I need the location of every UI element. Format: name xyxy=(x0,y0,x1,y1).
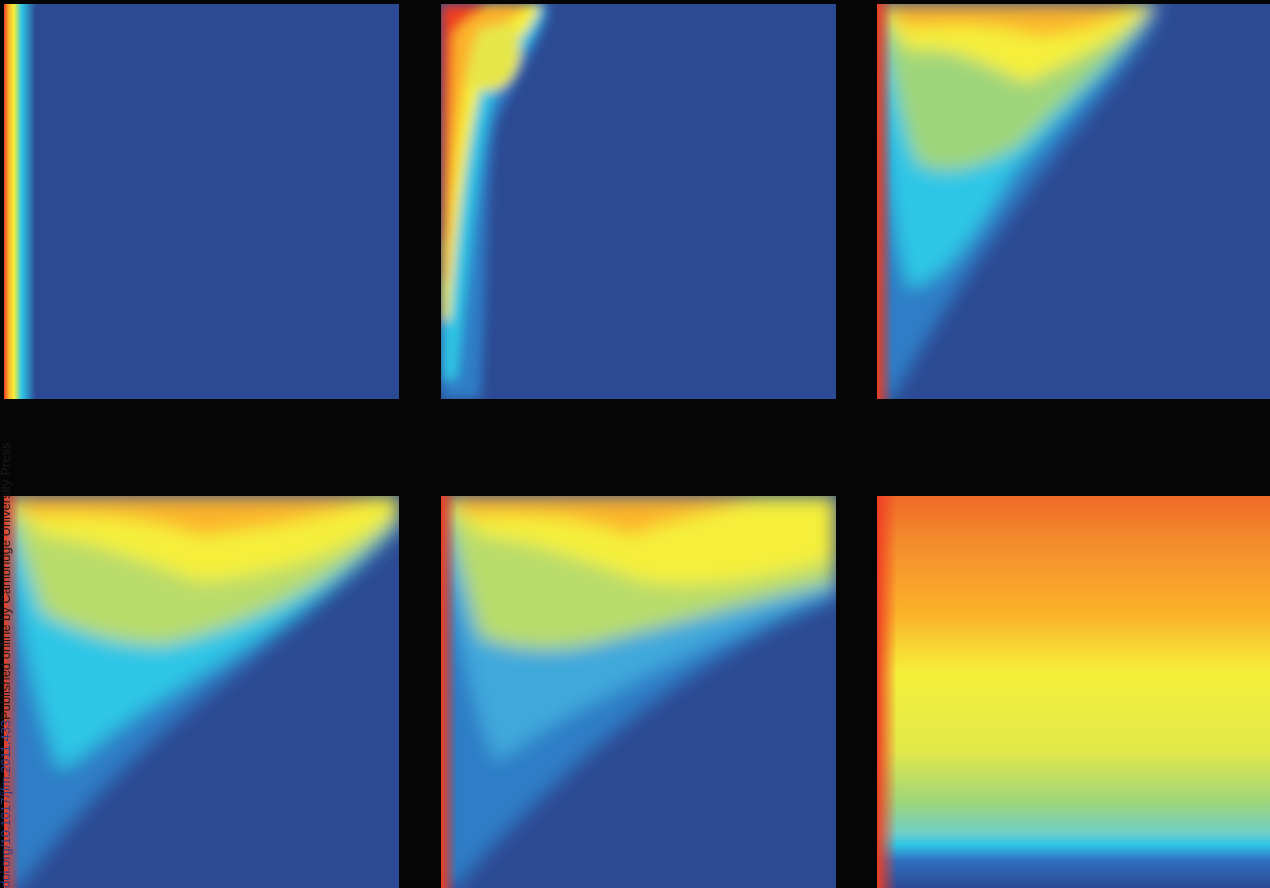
contour-panel-4 xyxy=(4,496,399,888)
contour-panel-5 xyxy=(441,496,836,888)
watermark-doi: doi.org/10.1017/jfm.2011.433 Published o… xyxy=(0,0,13,888)
contour-panel-2 xyxy=(441,4,836,399)
contour-panel-1 xyxy=(4,4,399,399)
doi-link[interactable]: doi.org/10.1017/jfm.2011.433 xyxy=(0,719,13,888)
contour-panel-3 xyxy=(877,4,1270,399)
watermark-publisher-text: Published online by Cambridge University… xyxy=(0,442,13,720)
contour-panel-6 xyxy=(877,496,1270,888)
